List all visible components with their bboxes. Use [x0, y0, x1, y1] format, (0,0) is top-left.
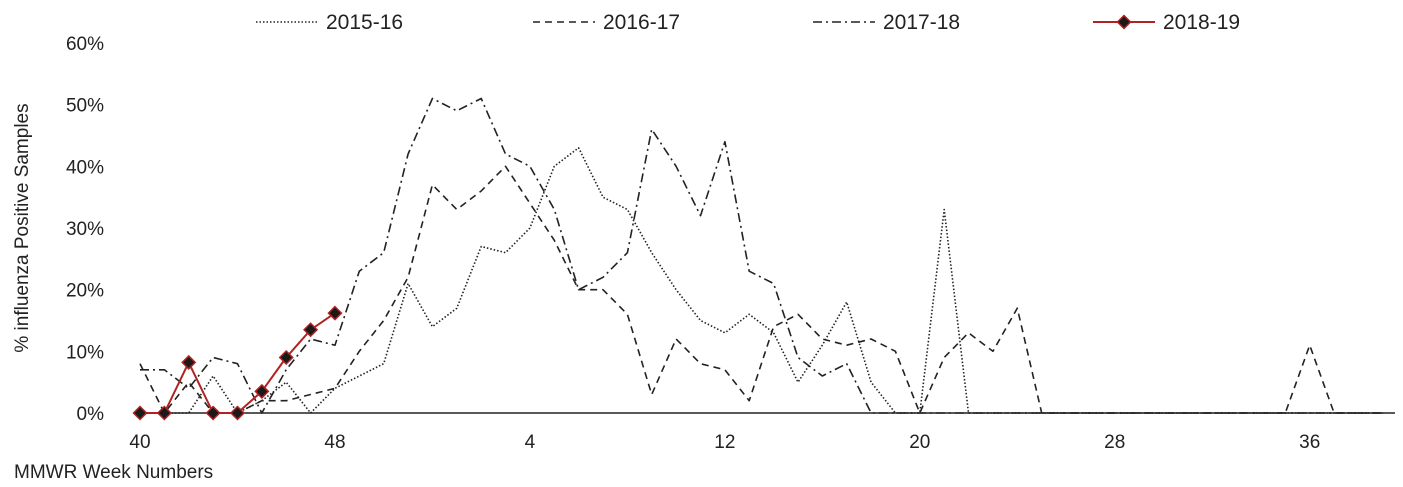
legend-label: 2015-16 — [326, 11, 403, 34]
y-tick-label: 50% — [66, 96, 104, 117]
x-axis-title: MMWR Week Numbers — [14, 462, 213, 483]
series-line-2 — [139, 165, 1383, 414]
x-tick-label: 4 — [525, 432, 536, 453]
legend-label: 2018-19 — [1163, 11, 1240, 34]
legend-label: 2016-17 — [603, 11, 680, 34]
series-lines — [132, 97, 1383, 421]
data-point-marker — [156, 405, 172, 421]
data-point-marker — [278, 349, 294, 366]
x-tick-label: 40 — [129, 432, 150, 453]
data-point-marker — [229, 405, 246, 421]
y-axis-ticks: 0% 10% 20% 30% 40% 50% 60% — [66, 34, 104, 425]
y-tick-label: 40% — [66, 157, 104, 178]
x-axis-ticks: 40 48 4 12 20 28 36 — [129, 432, 1320, 453]
y-tick-label: 30% — [66, 219, 104, 240]
x-tick-label: 20 — [909, 432, 930, 453]
legend-marker — [1116, 14, 1132, 30]
y-tick-label: 60% — [66, 34, 104, 55]
y-tick-label: 0% — [77, 404, 105, 425]
data-point-marker — [181, 354, 197, 370]
legend: 2015-16 2016-17 2017-18 2018-19 — [256, 11, 1240, 34]
x-tick-label: 12 — [714, 432, 735, 453]
x-tick-label: 36 — [1299, 432, 1320, 453]
y-axis-title: % influenza Positive Samples — [12, 103, 33, 352]
data-point-marker — [303, 322, 319, 338]
data-point-marker — [205, 405, 221, 421]
data-point-marker — [132, 405, 148, 421]
x-tick-label: 48 — [324, 432, 345, 453]
data-point-marker — [254, 383, 270, 399]
series-line-3 — [140, 97, 1383, 414]
y-tick-label: 10% — [66, 342, 104, 363]
series-line-1 — [140, 147, 1383, 414]
legend-label: 2017-18 — [883, 11, 960, 34]
x-tick-label: 28 — [1104, 432, 1125, 453]
y-tick-label: 20% — [66, 281, 104, 302]
data-point-marker — [327, 305, 343, 321]
